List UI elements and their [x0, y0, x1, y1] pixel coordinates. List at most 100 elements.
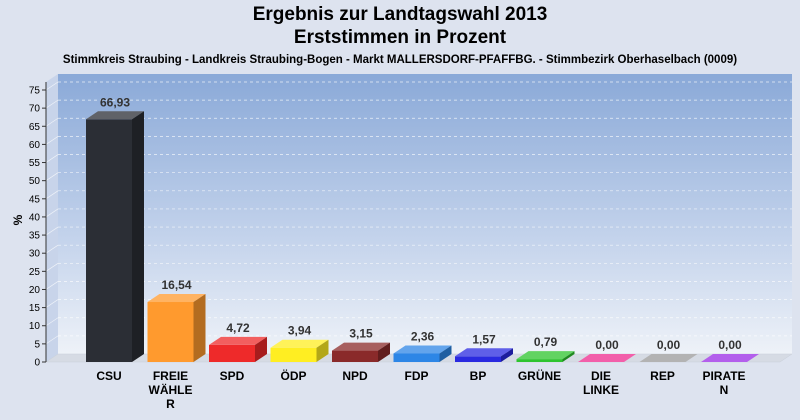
category-label: GRÜNE [518, 368, 561, 383]
bar-front [86, 119, 132, 362]
bar-front [209, 344, 255, 362]
y-tick-label: 70 [29, 104, 41, 115]
value-label: 0,79 [534, 335, 558, 349]
grid-line-side [45, 172, 59, 181]
bar [578, 354, 636, 362]
y-tick-label: 65 [29, 122, 41, 133]
bars [86, 111, 759, 362]
category-label-line: DIE [591, 369, 611, 383]
value-label: 0,00 [718, 338, 742, 352]
bar-top [455, 348, 513, 357]
value-label: 4,72 [226, 321, 250, 335]
category-label: FREIE WÄHLE R [149, 369, 193, 411]
grid-line-side [45, 263, 59, 272]
y-tick-label: 60 [29, 140, 41, 151]
bar [393, 345, 452, 362]
bar-top [86, 111, 144, 120]
bar-front [455, 356, 501, 362]
category-label-line: REP [650, 369, 675, 383]
grid-line-side [45, 208, 59, 218]
grid-line-side [45, 136, 59, 145]
category-label: CSU [96, 369, 121, 383]
bar [516, 351, 575, 362]
bar-side [439, 345, 452, 362]
bar-top [393, 345, 452, 354]
bar-side [316, 339, 329, 362]
grid-line-side [45, 299, 59, 308]
bar-top [270, 339, 329, 348]
category-label: NPD [342, 369, 368, 383]
y-tick-label: 10 [29, 321, 41, 332]
bar-front [147, 302, 194, 362]
category-label-line: LINKE [583, 383, 619, 397]
bar [86, 111, 144, 362]
category-label: PIRATE N [702, 369, 745, 397]
grid-line-side [45, 154, 59, 163]
category-label-line: PIRATE [702, 369, 745, 383]
value-label: 3,94 [288, 324, 312, 338]
y-tick-label: 5 [34, 339, 40, 350]
grid-line-side [45, 190, 59, 200]
bar [270, 339, 329, 362]
y-tick-label: 45 [29, 194, 41, 205]
category-label-line: ÖDP [280, 368, 306, 383]
value-label: 2,36 [411, 329, 435, 343]
category-label-line: WÄHLE [149, 382, 193, 397]
category-label: ÖDP [280, 368, 306, 383]
value-label: 0,00 [595, 338, 619, 352]
category-label: FDP [405, 369, 429, 383]
value-label: 16,54 [161, 278, 191, 292]
category-label-line: GRÜNE [518, 368, 561, 383]
y-axis-label: % [11, 214, 25, 225]
category-label-line: FDP [405, 369, 429, 383]
y-tick-label: 25 [29, 267, 41, 278]
grid-line-side [45, 117, 59, 127]
y-tick-label: 50 [29, 176, 41, 187]
bar-front [393, 353, 440, 362]
category-labels: CSU FREIE WÄHLE R SPD ÖDP NPD FDP BP GRÜNE DIE LINK… [96, 368, 745, 411]
bar-side [193, 294, 206, 362]
bar-side [562, 351, 575, 362]
bar-front [270, 347, 317, 362]
chart-description: Stimmkreis Straubing - Landkreis Straubi… [62, 54, 738, 66]
value-label: 3,15 [349, 327, 373, 341]
bar [455, 348, 513, 362]
category-label-line: BP [470, 369, 487, 383]
grid-line-side [45, 81, 59, 91]
y-tick-label: 40 [29, 212, 41, 223]
category-label: DIE LINKE [583, 369, 619, 397]
y-tick-label: 0 [34, 358, 40, 369]
category-label-line: FREIE [153, 369, 188, 383]
chart-title: Ergebnis zur Landtagswahl 2013 [252, 4, 548, 25]
bar [639, 354, 698, 362]
y-tick-label: 75 [29, 86, 41, 97]
category-label-line: R [166, 397, 175, 411]
bar-top [147, 294, 206, 303]
category-label: SPD [220, 369, 245, 383]
grid-line-side [45, 317, 59, 327]
value-label: 1,57 [472, 332, 496, 346]
bar-side [378, 342, 390, 362]
y-tick-label: 30 [29, 249, 41, 260]
category-label: BP [470, 369, 487, 383]
chart-subtitle: Erststimmen in Prozent [293, 27, 507, 48]
value-label: 66,93 [100, 95, 130, 109]
category-label-line: N [720, 383, 729, 397]
category-label-line: SPD [220, 369, 245, 383]
bar-front [516, 359, 563, 362]
grid-line-side [45, 99, 59, 109]
category-label: REP [650, 369, 675, 383]
bar [701, 354, 759, 362]
grid-line-side [45, 226, 59, 236]
y-tick-label: 55 [29, 158, 41, 169]
bar-side [501, 348, 513, 362]
bar-top [639, 354, 698, 362]
bar-front [332, 350, 378, 362]
value-label: 0,00 [657, 338, 681, 352]
bar [332, 342, 390, 362]
grid-line-side [45, 244, 59, 254]
bar-top [578, 354, 636, 362]
bar-top [701, 354, 759, 362]
